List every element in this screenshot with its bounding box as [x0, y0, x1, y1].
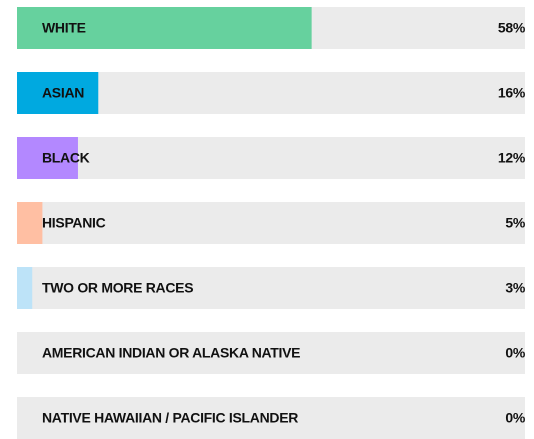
value-label: 5% — [505, 215, 525, 231]
category-label: WHITE — [42, 20, 86, 36]
bar-track — [17, 72, 525, 114]
value-label: 16% — [498, 85, 526, 101]
category-label: NATIVE HAWAIIAN / PACIFIC ISLANDER — [42, 410, 298, 426]
value-label: 58% — [498, 20, 526, 36]
bar — [17, 137, 78, 179]
bar-track — [17, 267, 525, 309]
value-label: 0% — [505, 345, 525, 361]
category-label: ASIAN — [42, 85, 84, 101]
bar-track — [17, 397, 525, 439]
value-label: 3% — [505, 280, 525, 296]
value-label: 12% — [498, 150, 526, 166]
bar — [17, 7, 312, 49]
category-label: TWO OR MORE RACES — [42, 280, 193, 296]
bar-track — [17, 202, 525, 244]
bar — [17, 267, 33, 309]
value-label: 0% — [505, 410, 525, 426]
category-label: BLACK — [42, 150, 90, 166]
category-label: AMERICAN INDIAN OR ALASKA NATIVE — [42, 345, 300, 361]
bar-track — [17, 137, 525, 179]
bar-track — [17, 332, 525, 374]
bar — [17, 72, 99, 114]
category-label: HISPANIC — [42, 215, 106, 231]
bar — [17, 202, 43, 244]
